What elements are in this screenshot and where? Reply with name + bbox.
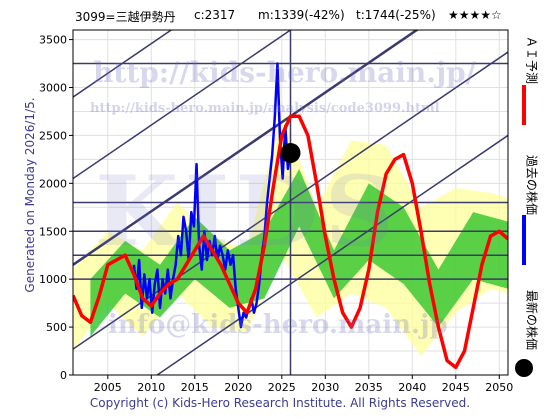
plot-frame xyxy=(72,29,509,376)
target-price: t:1744(-25%) xyxy=(356,8,436,22)
y-tick-label: 3000 xyxy=(39,82,67,95)
x-tick-label: 2010 xyxy=(137,381,165,394)
y-tick-label: 500 xyxy=(46,321,67,334)
x-tick-label: 2050 xyxy=(485,381,513,394)
y-tick-label: 1500 xyxy=(39,225,67,238)
latest-price-marker xyxy=(280,142,301,163)
legend-black-dot-icon xyxy=(515,359,533,377)
x-tick-label: 2025 xyxy=(268,381,296,394)
x-tick-label: 2020 xyxy=(224,381,252,394)
y-tick-label: 3500 xyxy=(39,34,67,47)
chart-header: 3099=三越伊勢丹 c:2317 m:1339(-42%) t:1744(-2… xyxy=(0,8,560,26)
y-tick-label: 2500 xyxy=(39,129,67,142)
x-tick-label: 2005 xyxy=(94,381,122,394)
trend-channel-line xyxy=(73,30,173,98)
stock-code-name: 3099=三越伊勢丹 xyxy=(75,10,176,24)
x-tick-label: 2015 xyxy=(181,381,209,394)
y-tick-label: 2000 xyxy=(39,177,67,190)
plot-area xyxy=(73,30,508,375)
y-tick-label: 0 xyxy=(60,369,67,382)
series-line-forecast xyxy=(73,114,508,370)
x-tick-label: 2045 xyxy=(442,381,470,394)
watermark-url-big: http://kids-hero.main.jp/ xyxy=(93,56,476,89)
rating-stars: ★★★★☆ xyxy=(448,8,502,22)
watermark-email: info@kids-hero.main.jp xyxy=(108,310,448,340)
copyright-footer: Copyright (c) Kids-Hero Research Institu… xyxy=(89,396,471,410)
minimum-price: m:1339(-42%) xyxy=(258,8,345,22)
legend-label-past: 過去の株価 xyxy=(524,154,539,216)
green-range-band xyxy=(90,168,508,337)
current-price: c:2317 xyxy=(194,8,236,22)
legend-label-latest: 最新の株価 xyxy=(524,289,539,351)
watermark-logo: KIDS xyxy=(95,155,400,268)
x-tick-label: 2040 xyxy=(398,381,426,394)
x-tick-label: 2030 xyxy=(311,381,339,394)
y-tick-label: 1000 xyxy=(39,273,67,286)
legend-label-forecast: ＡＩ予測 xyxy=(524,35,539,85)
x-tick-label: 2035 xyxy=(355,381,383,394)
watermark-url-small: http://kids-hero.main.jp/analysis/code30… xyxy=(90,101,440,116)
